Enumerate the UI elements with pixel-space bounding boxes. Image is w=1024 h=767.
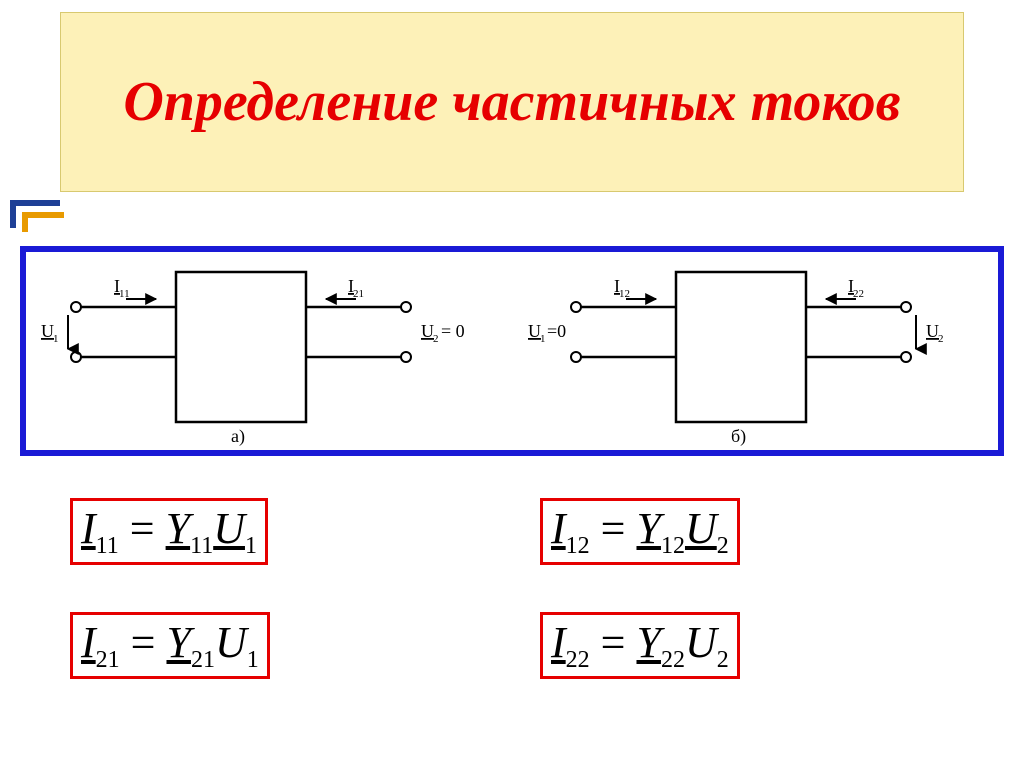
- label-i12-sub: 12: [619, 288, 630, 300]
- diagram-b-caption: б): [731, 426, 746, 447]
- label-u1b-sub: 1: [540, 333, 546, 345]
- label-i11-sub: 11: [119, 288, 130, 300]
- accent-blue-left: [10, 200, 16, 228]
- accent-blue-top: [10, 200, 60, 206]
- diagram-a-caption: а): [231, 426, 245, 447]
- equation-i21: I21 = Y21U1: [70, 612, 270, 679]
- two-port-diagram: I 11 I 21 U 1 U 2 = 0 а) I 12: [26, 252, 998, 450]
- label-i21-sub: 21: [353, 288, 364, 300]
- two-port-a: I 11 I 21 U 1 U 2 = 0 а): [41, 272, 465, 447]
- accent-orange-left: [22, 212, 28, 232]
- title-panel: Определение частичных токов: [60, 12, 964, 192]
- equation-i11: I11 = Y11U1: [70, 498, 268, 565]
- label-u2-sub: 2: [433, 333, 439, 345]
- two-port-b: I 12 I 22 U 1 =0 U 2 б): [528, 272, 944, 447]
- equation-i12: I12 = Y12U2: [540, 498, 740, 565]
- label-u1b-suffix: =0: [547, 321, 566, 341]
- label-u2b-sub: 2: [938, 333, 944, 345]
- accent-orange-top: [22, 212, 64, 218]
- slide-title: Определение частичных токов: [123, 67, 900, 137]
- label-u1-sub: 1: [53, 333, 59, 345]
- equation-i22: I22 = Y22U2: [540, 612, 740, 679]
- diagram-frame: I 11 I 21 U 1 U 2 = 0 а) I 12: [20, 246, 1004, 456]
- label-i22-sub: 22: [853, 288, 864, 300]
- label-u2-suffix: = 0: [441, 321, 465, 341]
